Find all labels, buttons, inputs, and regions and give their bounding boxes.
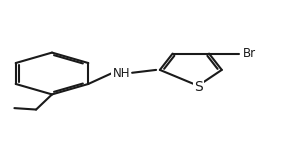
Text: S: S xyxy=(194,80,202,94)
Text: NH: NH xyxy=(113,67,130,80)
Text: Br: Br xyxy=(243,47,256,60)
